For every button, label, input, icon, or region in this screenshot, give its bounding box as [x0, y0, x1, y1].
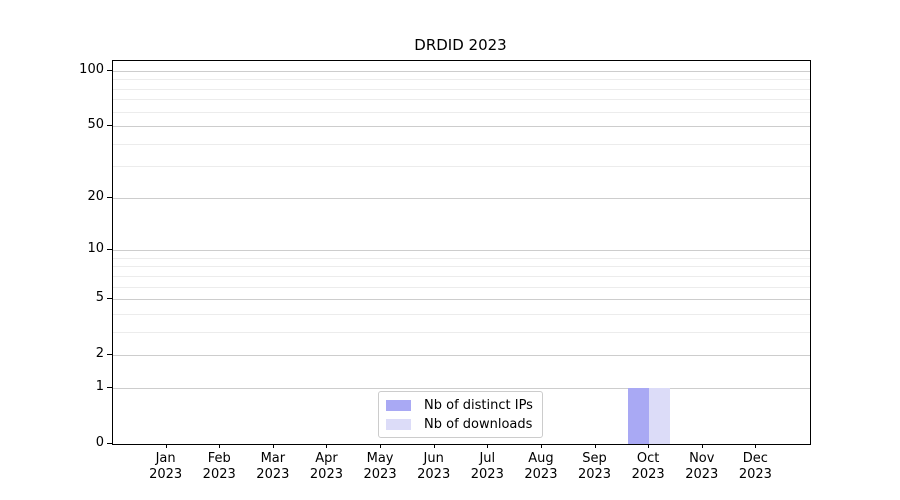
y-tick-label: 0	[95, 435, 104, 450]
gridlines-layer	[113, 61, 810, 444]
minor-gridline	[113, 286, 810, 288]
x-tick-mark	[540, 444, 542, 448]
minor-gridline	[113, 111, 810, 113]
major-gridline	[113, 126, 810, 128]
minor-gridline	[113, 266, 810, 268]
y-tick-label: 1	[95, 378, 104, 394]
minor-gridline	[113, 275, 810, 277]
minor-gridline	[113, 166, 810, 168]
minor-gridline	[113, 331, 810, 333]
minor-gridline	[113, 313, 810, 315]
y-tick-mark	[107, 298, 112, 300]
y-tick-label: 100	[79, 62, 104, 77]
y-tick-label: 10	[87, 241, 104, 257]
x-tick-mark	[648, 444, 650, 448]
y-tick-mark	[107, 196, 112, 198]
major-gridline	[113, 299, 810, 301]
chart-title: DRDID 2023	[414, 36, 507, 54]
x-tick-mark	[433, 444, 435, 448]
legend-label-downloads: Nb of downloads	[424, 416, 533, 432]
y-tick-mark	[107, 125, 112, 127]
y-tick-mark	[107, 443, 112, 444]
bars-layer	[113, 61, 810, 444]
x-tick-mark	[594, 444, 596, 448]
x-tick-mark	[165, 444, 167, 448]
legend: Nb of distinct IPs Nb of downloads	[378, 391, 543, 438]
x-tick-label: Sep 2023	[577, 451, 612, 482]
y-tick-label: 5	[95, 290, 104, 306]
x-tick-label: Jun 2023	[417, 451, 451, 482]
x-tick-label: Aug 2023	[524, 451, 558, 482]
legend-swatch-distinct-ips-icon	[386, 399, 411, 411]
x-tick-mark	[380, 444, 382, 448]
legend-item-downloads: Nb of downloads	[386, 416, 533, 432]
minor-gridline	[113, 257, 810, 259]
x-tick-label: Jul 2023	[470, 451, 504, 482]
minor-gridline	[113, 143, 810, 145]
legend-label-distinct-ips: Nb of distinct IPs	[424, 397, 533, 413]
x-tick-label: Dec 2023	[738, 451, 772, 482]
y-tick-mark	[107, 354, 112, 356]
legend-item-distinct-ips: Nb of distinct IPs	[386, 397, 533, 413]
major-gridline	[113, 387, 810, 389]
y-tick-mark	[107, 70, 112, 71]
minor-gridline	[113, 99, 810, 101]
bar-oct-distinct-ips	[628, 387, 650, 444]
minor-gridline	[113, 88, 810, 90]
x-tick-mark	[701, 444, 703, 448]
y-tick-label: 2	[95, 346, 104, 362]
legend-swatch-downloads-icon	[386, 418, 411, 430]
y-tick-label: 20	[87, 188, 104, 204]
minor-gridline	[113, 79, 810, 81]
major-gridline	[113, 197, 810, 199]
y-tick-label: 50	[87, 117, 104, 133]
x-tick-mark	[487, 444, 489, 448]
x-tick-label: Apr 2023	[309, 451, 343, 482]
x-tick-mark	[219, 444, 221, 448]
x-tick-label: Feb 2023	[202, 451, 236, 482]
x-tick-label: May 2023	[363, 451, 397, 482]
major-gridline	[113, 71, 810, 72]
bar-oct-downloads	[649, 387, 671, 444]
plot-area: Nb of distinct IPs Nb of downloads	[112, 60, 811, 445]
x-tick-label: Nov 2023	[685, 451, 719, 482]
x-tick-label: Oct 2023	[631, 451, 665, 482]
major-gridline	[113, 250, 810, 252]
x-tick-mark	[755, 444, 757, 448]
y-tick-mark	[107, 249, 112, 251]
x-tick-label: Jan 2023	[149, 451, 183, 482]
y-tick-mark	[107, 386, 112, 388]
x-tick-mark	[326, 444, 328, 448]
major-gridline	[113, 355, 810, 357]
x-tick-mark	[272, 444, 274, 448]
x-tick-label: Mar 2023	[256, 451, 290, 482]
